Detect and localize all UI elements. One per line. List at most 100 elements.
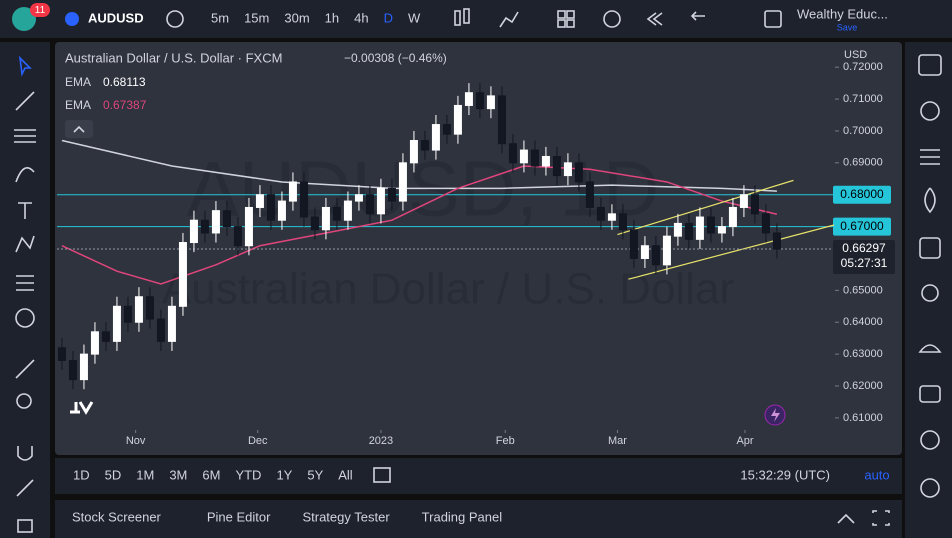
y-tick-label: 0.70000: [843, 125, 883, 137]
symbol[interactable]: AUDUSD: [88, 10, 144, 25]
y-tick-label: 0.63000: [843, 348, 883, 360]
panel-tab[interactable]: Strategy Tester: [302, 509, 390, 524]
panel-tab[interactable]: Pine Editor: [207, 509, 271, 524]
candle-body: [101, 331, 110, 342]
candle-body: [310, 216, 319, 231]
badge: [30, 3, 50, 17]
x-tick-label: Mar: [608, 435, 627, 447]
candle-body: [519, 149, 528, 164]
candle-body: [409, 140, 418, 164]
candle-body: [189, 219, 198, 244]
interval[interactable]: 5m: [211, 10, 229, 25]
range-button[interactable]: YTD: [235, 467, 261, 482]
candle-body: [211, 210, 220, 234]
date-range-icon[interactable]: [373, 467, 391, 483]
interval[interactable]: W: [408, 10, 421, 25]
clock: 15:32:29 (UTC): [740, 467, 830, 482]
x-tick-label: Apr: [736, 435, 753, 447]
candle-body: [178, 242, 187, 307]
candle-body: [508, 143, 517, 164]
y-tick-label: 0.62000: [843, 380, 883, 392]
candle-body: [629, 229, 638, 259]
range-button[interactable]: 5Y: [307, 467, 323, 482]
range-button[interactable]: 1M: [136, 467, 154, 482]
candle-body: [585, 181, 594, 208]
top-toolbar: [0, 0, 952, 38]
logo: [70, 401, 94, 415]
interval[interactable]: 15m: [244, 10, 269, 25]
candle-body: [607, 213, 616, 221]
ema-line: [61, 139, 777, 192]
candle-body: [90, 331, 99, 355]
candle-body: [420, 140, 429, 151]
range-button[interactable]: 5D: [105, 467, 122, 482]
candle-body: [288, 181, 297, 202]
candle-body: [343, 200, 352, 221]
trend-line: [628, 224, 835, 280]
candle-body: [497, 95, 506, 145]
candle-body: [750, 194, 759, 215]
chart-pane: [55, 42, 902, 455]
range-button[interactable]: All: [338, 467, 353, 482]
candle-body: [57, 347, 66, 361]
last-price-label: 0.66297: [842, 241, 886, 255]
candle-body: [321, 206, 330, 231]
level-label: 0.68000: [840, 187, 884, 201]
candle-body: [673, 222, 682, 237]
y-tick-label: 0.64000: [843, 316, 883, 328]
candle-body: [761, 213, 770, 234]
legend-name: EMA: [65, 98, 91, 112]
avatar[interactable]: [12, 7, 36, 31]
y-tick-label: 0.71000: [843, 93, 883, 105]
maximize-panel[interactable]: [837, 513, 855, 524]
x-tick-label: Dec: [248, 435, 268, 447]
range-button[interactable]: 3M: [169, 467, 187, 482]
chart-change: −0.00308 (−0.46%): [344, 51, 447, 65]
bottom-toolbar: [55, 458, 902, 494]
candle-body: [68, 359, 77, 381]
auto-button[interactable]: auto: [864, 467, 889, 482]
watermark-subtitle: Australian Dollar / U.S. Dollar: [162, 265, 734, 314]
candle-body: [431, 124, 440, 151]
last-price-box: [833, 240, 895, 275]
range-button[interactable]: 6M: [202, 467, 220, 482]
candle-body: [255, 194, 264, 208]
candle-body: [717, 226, 726, 234]
y-tick-label: 0.72000: [843, 61, 883, 73]
layout-name[interactable]: Wealthy Educ...: [797, 6, 888, 21]
candle-body: [596, 206, 605, 221]
level-label: 0.67000: [840, 219, 884, 233]
currency[interactable]: USD: [844, 49, 867, 61]
candle-body: [442, 124, 451, 135]
candle-body: [453, 104, 462, 135]
candle-body: [156, 318, 165, 342]
candle-body: [365, 194, 374, 215]
candle-body: [684, 222, 693, 240]
candle-body: [706, 216, 715, 234]
add-symbol[interactable]: [166, 10, 184, 28]
save-label[interactable]: Save: [837, 22, 858, 32]
fullscreen[interactable]: [872, 510, 890, 526]
interval[interactable]: 30m: [284, 10, 309, 25]
interval[interactable]: D: [384, 10, 393, 25]
candle-body: [354, 194, 363, 202]
toolbar-icons: [454, 8, 782, 28]
candle-body: [376, 187, 385, 215]
candle-body: [563, 162, 572, 177]
candle-body: [112, 305, 121, 342]
interval[interactable]: 1h: [325, 10, 339, 25]
drawing-tools: [14, 55, 36, 533]
candle-body: [739, 194, 748, 208]
panel-tab[interactable]: Trading Panel: [422, 509, 503, 524]
sidebar-icons: [918, 54, 942, 498]
collapse-button[interactable]: [65, 120, 93, 138]
panel-tab[interactable]: Stock Screener: [72, 509, 162, 524]
range-button[interactable]: 1Y: [276, 467, 292, 482]
interval[interactable]: 4h: [354, 10, 368, 25]
range-button[interactable]: 1D: [73, 467, 90, 482]
candle-body: [464, 92, 473, 106]
trend-line: [617, 179, 794, 236]
candle-body: [145, 296, 154, 320]
candle-body: [662, 235, 671, 266]
